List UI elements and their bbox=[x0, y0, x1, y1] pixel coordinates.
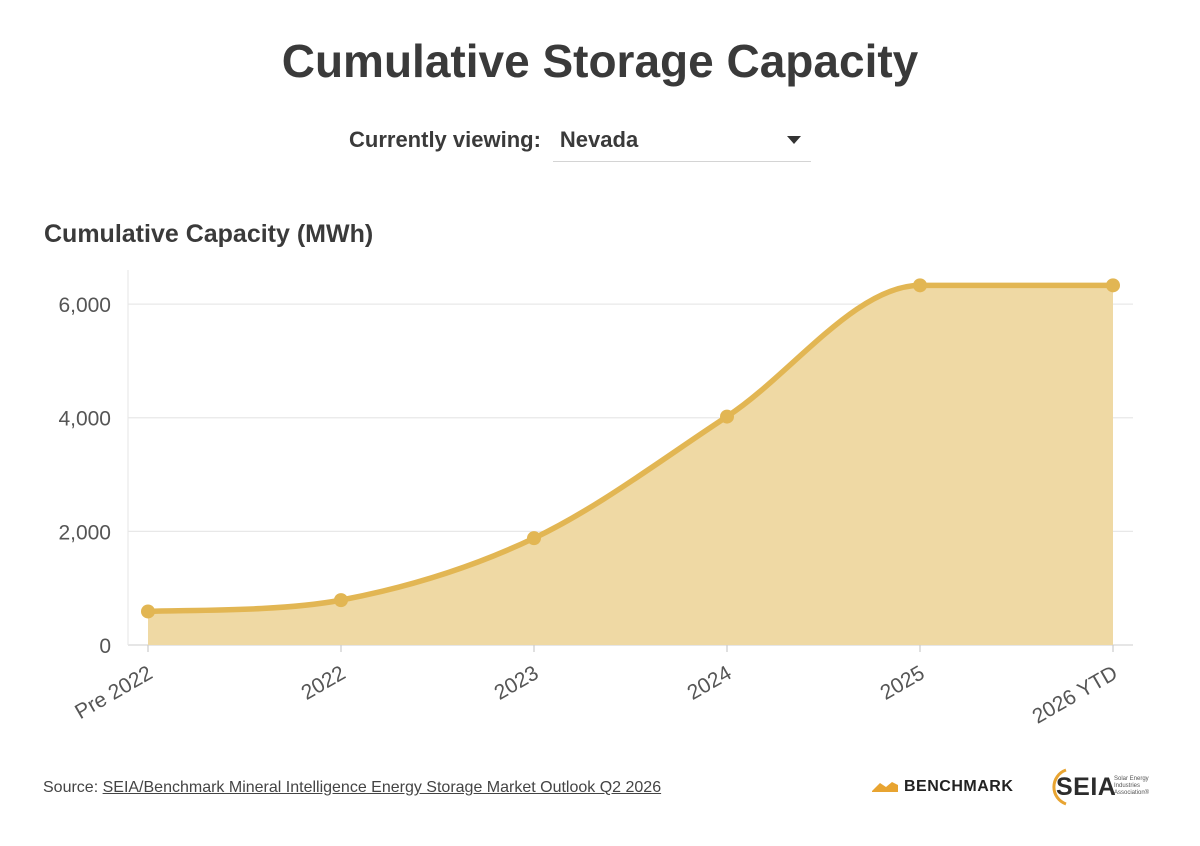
y-tick-label: 0 bbox=[99, 635, 111, 658]
data-point[interactable] bbox=[1106, 278, 1120, 293]
x-tick-label: Pre 2022 bbox=[71, 661, 156, 724]
source-note: Source: SEIA/Benchmark Mineral Intellige… bbox=[43, 779, 661, 797]
seia-wordmark: SEIA bbox=[1056, 773, 1117, 801]
y-tick-label: 6,000 bbox=[58, 294, 111, 317]
series-line bbox=[145, 282, 1116, 615]
selector-label: Currently viewing: bbox=[349, 127, 541, 152]
state-dropdown[interactable]: Nevada bbox=[552, 118, 811, 162]
chart-title: Cumulative Storage Capacity bbox=[281, 35, 919, 87]
benchmark-mark-icon bbox=[872, 782, 898, 792]
area-fill bbox=[148, 285, 1113, 645]
x-tick-label: 2024 bbox=[684, 661, 736, 704]
y-tick-label: 2,000 bbox=[58, 521, 111, 544]
y-axis-title: Cumulative Capacity (MWh) bbox=[44, 220, 374, 248]
data-point[interactable] bbox=[141, 604, 155, 619]
y-tick-label: 4,000 bbox=[58, 408, 111, 431]
seia-logo: SEIA Solar Energy Industries Association… bbox=[1042, 766, 1158, 806]
data-point[interactable] bbox=[334, 593, 348, 608]
state-dropdown-value: Nevada bbox=[559, 127, 639, 152]
x-tick-label: 2026 YTD bbox=[1028, 661, 1121, 728]
state-selector: Currently viewing: Nevada bbox=[349, 118, 811, 164]
x-tick-labels: Pre 2022 2022 2023 2024 2025 2026 YTD bbox=[71, 645, 1122, 728]
seia-arc-icon bbox=[1052, 768, 1067, 806]
benchmark-wordmark: BENCHMARK bbox=[904, 778, 1014, 795]
chevron-down-icon[interactable] bbox=[786, 136, 801, 144]
source-prefix: Source: bbox=[43, 779, 103, 796]
area-series bbox=[141, 278, 1120, 645]
x-tick-label: 2025 bbox=[877, 661, 929, 704]
data-point[interactable] bbox=[527, 531, 541, 546]
source-link[interactable]: SEIA/Benchmark Mineral Intelligence Ener… bbox=[102, 779, 662, 796]
benchmark-logo: BENCHMARK bbox=[872, 778, 1013, 796]
seia-tagline: Solar Energy Industries Association® bbox=[1114, 775, 1150, 796]
y-tick-labels: 0 2,000 4,000 6,000 bbox=[58, 294, 111, 658]
x-tick-label: 2022 bbox=[298, 661, 350, 704]
data-point[interactable] bbox=[720, 409, 734, 424]
x-tick-label: 2023 bbox=[491, 661, 543, 704]
data-point[interactable] bbox=[913, 278, 927, 293]
